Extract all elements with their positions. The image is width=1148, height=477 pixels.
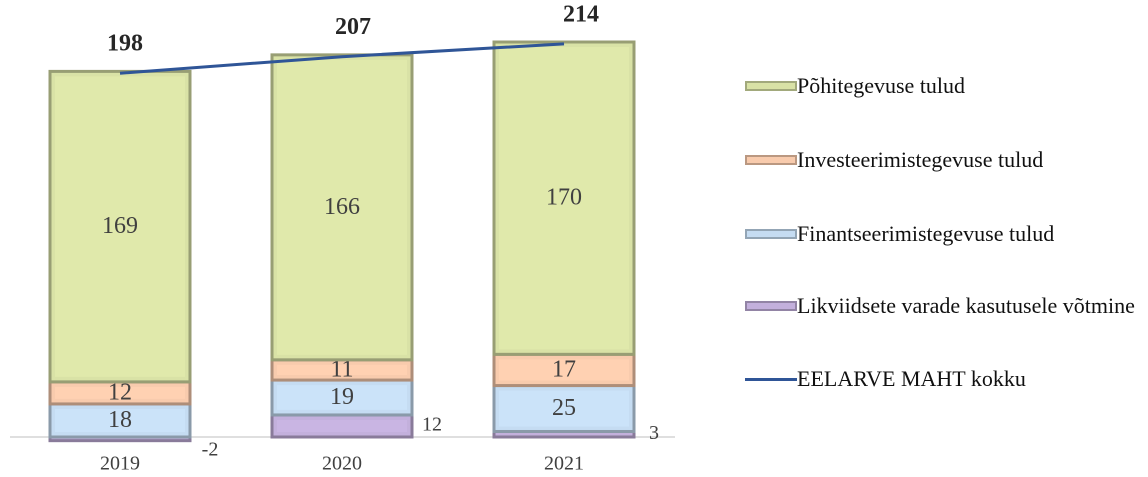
bar-highlight [55,76,185,377]
data-label: 169 [102,213,138,239]
legend-swatch [745,301,797,311]
data-label: 3 [649,422,659,444]
legend-label: Põhitegevuse tulud [797,73,966,98]
legend-swatch [745,229,797,239]
bar-highlight [499,359,629,381]
legend-item: Investeerimistegevuse tulud [745,147,1145,173]
legend-label: EELARVE MAHT kokku [797,366,1026,391]
data-label: 18 [108,407,132,433]
line-value-label: 207 [335,14,371,40]
bar-highlight [277,59,407,355]
legend-swatch [745,155,797,165]
line [119,42,565,75]
data-label: 170 [546,185,582,211]
x-tick-label: 2020 [322,453,362,475]
data-label: 12 [422,414,442,436]
bar-highlight [499,47,629,350]
legend-swatch [745,378,797,381]
bar-highlight [277,385,407,410]
legend-label: Finantseerimistegevuse tulud [797,221,1055,246]
legend-swatch [745,81,797,91]
data-label: -2 [202,439,219,461]
legend-label: Investeerimistegevuse tulud [797,147,1044,172]
x-tick-label: 2021 [544,453,584,475]
bar-highlight [499,390,629,427]
data-label: 11 [330,356,353,382]
bar-highlight [55,408,185,432]
data-label: 12 [108,379,132,405]
legend-label: Likviidsete varade kasutusele võtmine [797,293,1135,318]
bar-highlight [55,386,185,399]
data-label: 19 [330,384,354,410]
x-tick-label: 2019 [100,453,140,475]
legend-item: EELARVE MAHT kokku [745,366,1145,392]
data-label: 17 [552,356,576,382]
data-label: 25 [552,395,576,421]
line-value-label: 198 [107,31,143,57]
legend-item: Likviidsete varade kasutusele võtmine [745,293,1145,319]
line-value-label: 214 [563,1,599,27]
data-label: 166 [324,194,360,220]
legend-item: Põhitegevuse tulud [745,73,1145,99]
bar-highlight [277,419,407,432]
legend-item: Finantseerimistegevuse tulud [745,221,1145,247]
bar-highlight [277,364,407,376]
